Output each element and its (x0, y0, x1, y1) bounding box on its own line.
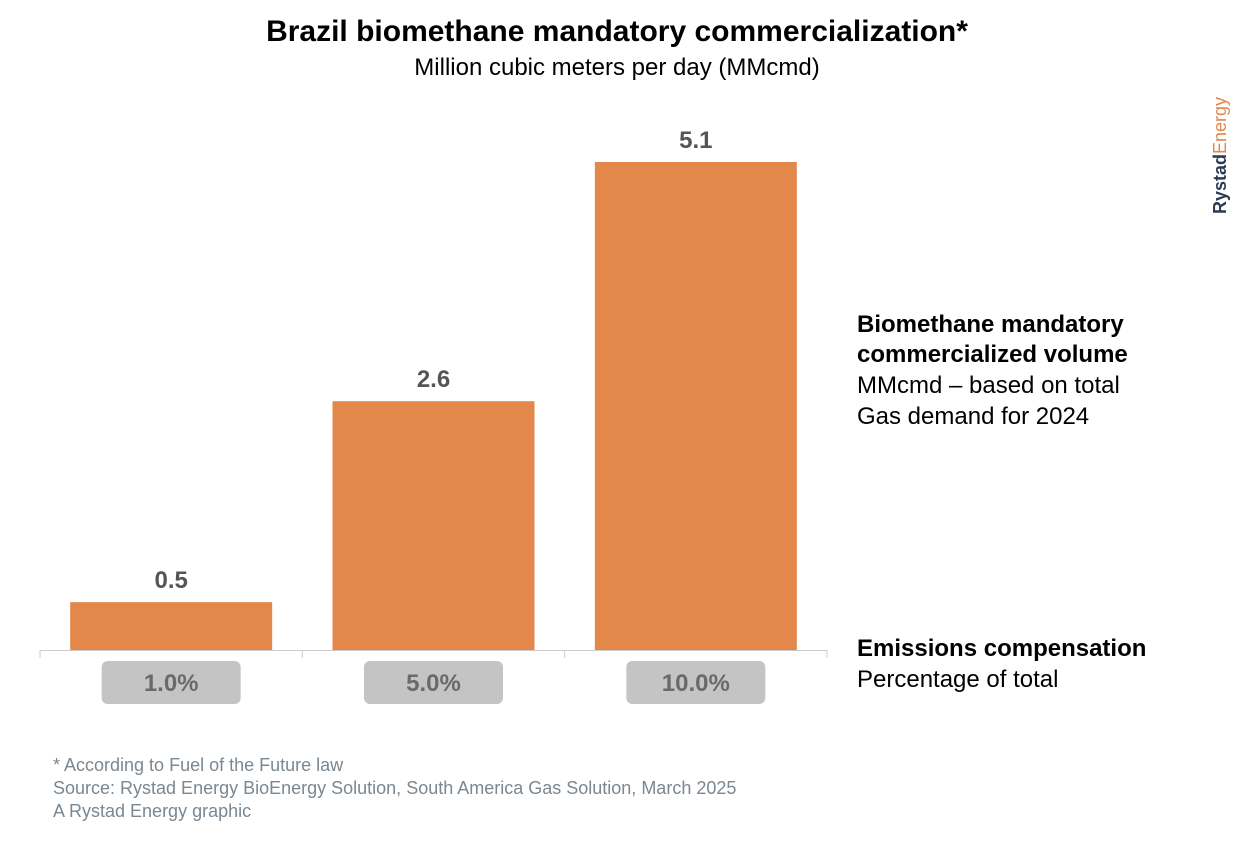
chart-subtitle: Million cubic meters per day (MMcmd) (414, 54, 820, 81)
bar-value-label: 2.6 (417, 366, 450, 393)
bar (594, 162, 797, 650)
bar-value-label: 5.1 (679, 127, 712, 154)
chart-title: Brazil biomethane mandatory commercializ… (266, 15, 968, 48)
bar-chart: 0.5 1.0% 2.6 5.0% 5.1 10.0% (39, 127, 828, 704)
bar (332, 401, 535, 650)
emissions-legend-heading: Emissions compensation (857, 635, 1147, 662)
bar-value-label: 0.5 (154, 567, 187, 594)
category-badge (101, 661, 241, 704)
category-badge (626, 661, 766, 704)
footnote-source: Source: Rystad Energy BioEnergy Solution… (53, 778, 737, 798)
brand-energy: Energy (1210, 97, 1230, 154)
volume-legend-heading-line1: Biomethane mandatory (857, 311, 1124, 338)
category-tick-label: 5.0% (406, 670, 461, 697)
bar (70, 602, 273, 650)
category-tick-label: 10.0% (662, 670, 730, 697)
emissions-legend-desc: Percentage of total (857, 666, 1059, 693)
volume-legend-heading-line2: commercialized volume (857, 341, 1128, 368)
footnote-law: * According to Fuel of the Future law (53, 755, 344, 775)
footnote-credit: A Rystad Energy graphic (53, 801, 252, 821)
volume-legend-desc-line1: MMcmd – based on total (857, 372, 1120, 399)
category-tick-label: 1.0% (144, 670, 199, 697)
svg-text:RystadEnergy: RystadEnergy (1210, 97, 1230, 214)
rystad-energy-logo: RystadEnergy (1210, 97, 1230, 214)
category-badge (364, 661, 503, 704)
volume-legend-desc-line2: Gas demand for 2024 (857, 403, 1090, 430)
brand-rystad: Rystad (1210, 154, 1230, 214)
